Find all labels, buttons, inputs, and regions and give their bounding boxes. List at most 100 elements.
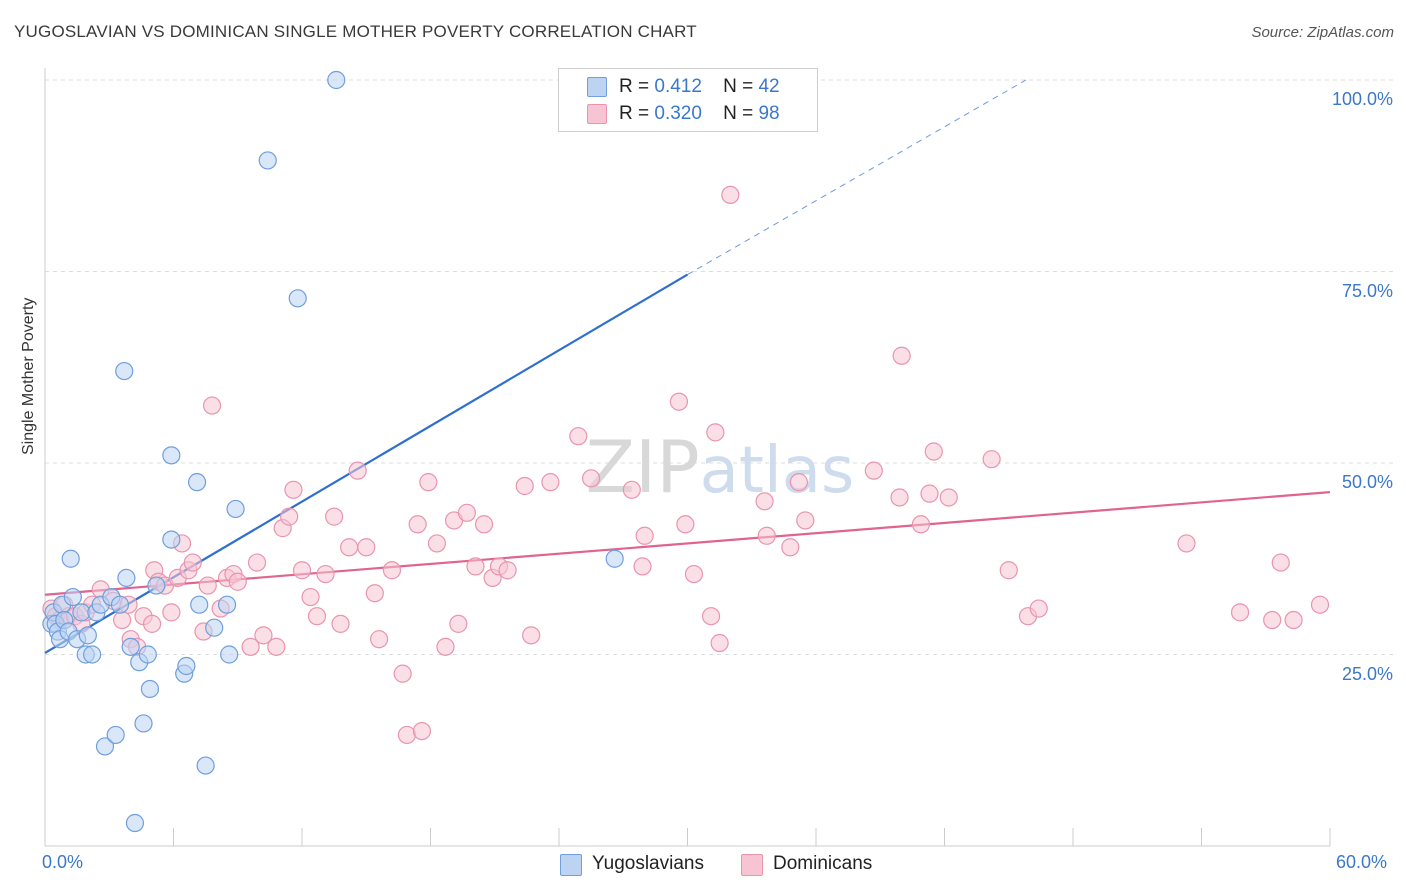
y-tick-label: 100.0% bbox=[1331, 89, 1393, 109]
dominican-point bbox=[710, 633, 729, 653]
dominican-point bbox=[635, 526, 654, 545]
legend-swatch-pink bbox=[587, 104, 607, 124]
dominican-point bbox=[397, 725, 417, 745]
yugoslavian-point bbox=[605, 549, 624, 568]
y-axis-label: Single Mother Poverty bbox=[20, 297, 37, 455]
yugoslavian-point bbox=[134, 714, 153, 733]
yugoslavian-point bbox=[117, 568, 136, 588]
dominican-point bbox=[408, 515, 427, 534]
x-tick-label-min: 0.0% bbox=[42, 852, 84, 872]
dominican-point bbox=[1284, 610, 1303, 630]
dominican-point bbox=[365, 584, 384, 603]
dominican-point bbox=[370, 630, 389, 649]
yugoslavian-point bbox=[288, 289, 307, 308]
yugoslavian-point bbox=[220, 645, 239, 664]
yugoslavian-point bbox=[217, 595, 237, 614]
bottom-legend-swatch-pink bbox=[741, 854, 763, 876]
dominican-point bbox=[982, 450, 1001, 469]
yugoslavian-point bbox=[125, 813, 145, 833]
y-tick-label: 75.0% bbox=[1341, 280, 1393, 301]
watermark: ZIPatlas bbox=[586, 425, 855, 509]
dominican-point bbox=[633, 557, 652, 576]
dominican-point bbox=[162, 603, 181, 622]
legend-r-value: 0.320 bbox=[654, 103, 702, 124]
dominican-point bbox=[498, 561, 517, 580]
yugoslavian-point bbox=[162, 446, 181, 465]
dominican-point bbox=[228, 572, 247, 591]
legend-n-label: N = bbox=[723, 76, 754, 97]
dominican-point bbox=[920, 484, 939, 503]
dominican-point bbox=[307, 607, 327, 626]
legend-n-label: N = bbox=[723, 103, 754, 124]
dominican-point bbox=[684, 564, 704, 584]
yugoslavian-point bbox=[106, 725, 125, 745]
dominican-point bbox=[541, 473, 560, 492]
yugoslavian-point bbox=[162, 530, 181, 549]
watermark-atlas: atlas bbox=[700, 434, 855, 508]
source-label: Source: ZipAtlas.com bbox=[1251, 24, 1394, 41]
correlation-legend: R = 0.412 N = 42 R = 0.320 N = 98 bbox=[558, 68, 818, 132]
dominican-point bbox=[474, 515, 494, 534]
dominican-point bbox=[789, 473, 808, 492]
dominican-point bbox=[202, 396, 222, 415]
yugoslavian-point bbox=[226, 499, 245, 519]
dominican-point bbox=[412, 721, 432, 741]
yugoslavian-point bbox=[138, 645, 157, 664]
yugoslavian-point bbox=[140, 679, 160, 699]
dominican-point bbox=[1230, 603, 1250, 622]
dominican-point bbox=[924, 442, 943, 461]
bottom-legend-label: Dominicans bbox=[773, 853, 873, 874]
dominican-point bbox=[939, 488, 958, 507]
legend-swatch-blue bbox=[587, 77, 607, 97]
y-tick-label: 25.0% bbox=[1341, 663, 1393, 684]
dominican-point bbox=[755, 492, 774, 511]
yugoslavian-point bbox=[95, 737, 115, 756]
dominican-point bbox=[911, 515, 931, 534]
dominican-point bbox=[340, 538, 359, 557]
yugoslavian-point bbox=[83, 645, 102, 664]
yugoslavian-point bbox=[115, 361, 134, 381]
dominican-point bbox=[427, 534, 447, 553]
dominican-point bbox=[569, 427, 588, 446]
dominican-point bbox=[241, 637, 260, 656]
dominican-point bbox=[1029, 599, 1048, 618]
yugoslavian-point bbox=[78, 626, 97, 645]
legend-n-value: 98 bbox=[758, 103, 780, 124]
dominican-point bbox=[449, 614, 468, 633]
dominican-point bbox=[284, 480, 303, 499]
dominican-point bbox=[669, 392, 689, 411]
dominican-point bbox=[393, 664, 412, 683]
dominican-point bbox=[757, 526, 776, 545]
yugoslavian-point bbox=[258, 151, 277, 170]
dominican-point bbox=[267, 637, 286, 656]
dominican-point bbox=[721, 185, 740, 204]
yugoslavian-point bbox=[187, 473, 207, 492]
legend-n-value: 42 bbox=[758, 76, 780, 97]
dominican-point bbox=[331, 614, 350, 633]
y-tick-label: 50.0% bbox=[1341, 472, 1393, 492]
yugoslavian-point bbox=[121, 637, 140, 656]
dominican-point bbox=[1177, 534, 1196, 553]
chart-title: YUGOSLAVIAN VS DOMINICAN SINGLE MOTHER P… bbox=[14, 22, 697, 41]
yugoslavian-point bbox=[327, 70, 346, 90]
legend-r-value: 0.412 bbox=[654, 76, 702, 97]
dominican-point bbox=[419, 473, 438, 492]
yugoslavian-point bbox=[63, 587, 82, 607]
dominican-point bbox=[515, 476, 534, 496]
dominican-point bbox=[701, 607, 721, 626]
grid-lines bbox=[45, 79, 1395, 655]
dominican-point bbox=[247, 553, 267, 572]
yugoslavian-point bbox=[110, 595, 130, 614]
data-points bbox=[42, 70, 1330, 833]
dominican-trend-line bbox=[44, 491, 1331, 596]
yugoslavian-point bbox=[190, 595, 209, 614]
dominican-point bbox=[254, 626, 273, 645]
legend-r-label: R = bbox=[619, 76, 650, 97]
dominican-point bbox=[466, 557, 485, 576]
yugoslavian-point bbox=[61, 549, 80, 568]
dominican-point bbox=[301, 587, 320, 607]
yugoslavian-point bbox=[205, 618, 224, 637]
dominican-point bbox=[436, 637, 455, 656]
dominican-point bbox=[999, 561, 1018, 580]
